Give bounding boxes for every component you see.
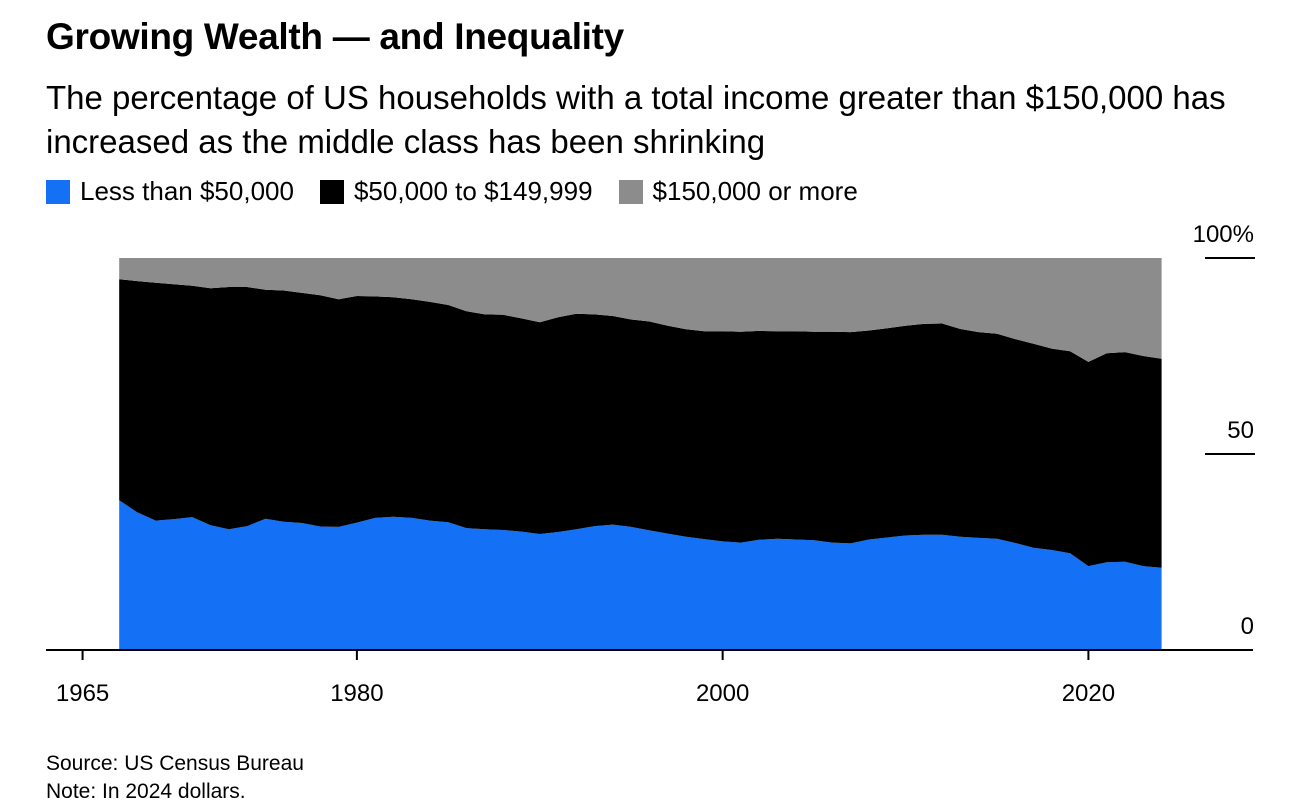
legend-swatch-under-50k [46,179,70,204]
y-tick-label-1: 50 [1227,417,1254,444]
source-note: Source: US Census Bureau [46,752,304,775]
legend-label-under-50k: Less than $50,000 [80,176,294,206]
area-series-1 [119,279,1162,568]
y-tick-label-2: 100% [1193,221,1254,248]
legend-item-50k-to-150k: $50,000 to $149,999 [319,176,593,207]
legend-item-150k-plus: $150,000 or more [618,176,858,207]
area-series-0 [119,500,1162,650]
legend-label-50k-to-150k: $50,000 to $149,999 [353,176,593,206]
footnote: Note: In 2024 dollars. [46,780,246,803]
x-tick-label-0: 1965 [56,680,109,707]
legend: Less than $50,000 $50,000 to $149,999 $1… [46,176,884,207]
legend-item-under-50k: Less than $50,000 [46,176,294,207]
legend-swatch-150k-plus [618,179,643,204]
chart-title: Growing Wealth — and Inequality [46,16,624,57]
y-tick-label-0: 0 [1241,613,1254,640]
x-tick-label-1: 1980 [330,680,383,707]
legend-label-150k-plus: $150,000 or more [652,176,858,206]
chart-subtitle: The percentage of US households with a t… [46,79,1226,160]
legend-swatch-50k-to-150k [319,179,344,204]
area-series-2 [119,258,1162,362]
x-tick-label-3: 2020 [1062,680,1115,707]
x-tick-label-2: 2000 [696,680,749,707]
